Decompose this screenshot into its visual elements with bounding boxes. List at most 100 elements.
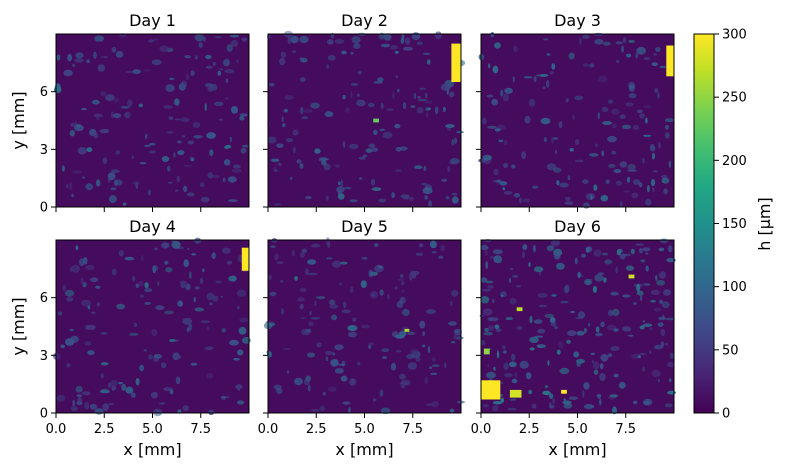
texture-speck [602,41,611,46]
texture-speck [299,163,304,169]
texture-speck [570,310,575,314]
texture-speck [225,78,229,83]
texture-speck [567,175,571,181]
texture-speck [453,137,458,144]
texture-speck [270,158,280,162]
texture-speck [650,179,656,187]
texture-speck [607,99,614,104]
texture-speck [509,267,514,270]
texture-speck [183,259,189,268]
texture-speck [114,179,123,186]
texture-speck [424,100,433,104]
texture-speck [611,150,617,155]
texture-speck [650,299,656,303]
texture-speck [183,185,188,193]
texture-speck [224,69,235,74]
x-tick-label: 0.0 [258,422,279,437]
texture-speck [341,360,346,367]
texture-speck [194,307,205,312]
texture-speck [400,37,405,44]
texture-speck [565,196,571,201]
texture-speck [394,286,398,290]
texture-speck [660,328,666,337]
texture-speck [660,341,665,348]
texture-speck [390,45,398,50]
texture-speck [417,99,428,102]
texture-speck [369,342,374,346]
texture-speck [110,187,117,191]
heatmap-background [268,34,461,207]
texture-speck [667,390,677,395]
texture-speck [153,353,162,359]
texture-speck [85,183,94,191]
texture-speck [96,179,101,187]
texture-speck [72,63,76,68]
texture-speck [484,327,489,332]
texture-speck [582,389,585,398]
texture-speck [204,103,207,112]
texture-speck [223,159,231,166]
texture-speck [551,294,557,297]
texture-speck [205,65,213,70]
texture-speck [438,255,444,259]
texture-speck [221,328,226,333]
texture-speck [656,279,665,286]
texture-speck [612,308,620,317]
texture-speck [652,187,655,192]
texture-speck [318,157,328,162]
texture-speck [601,252,609,256]
height-feature [561,389,567,394]
texture-speck [449,408,455,413]
texture-speck [400,385,406,389]
texture-speck [448,321,457,326]
texture-speck [96,302,100,307]
texture-speck [144,288,153,293]
texture-speck [667,245,673,253]
texture-speck [533,319,543,324]
texture-speck [100,332,108,335]
texture-speck [132,275,135,282]
texture-speck [387,294,390,300]
texture-speck [635,243,645,246]
texture-speck [536,344,546,348]
texture-speck [413,92,417,100]
texture-speck [228,275,237,282]
texture-speck [361,324,370,329]
texture-speck [639,325,645,330]
texture-speck [618,381,626,389]
texture-speck [390,362,397,371]
texture-speck [522,244,528,251]
texture-speck [516,326,523,330]
texture-speck [268,82,275,87]
texture-speck [499,181,508,186]
texture-speck [425,92,428,99]
texture-speck [150,391,158,399]
texture-speck [111,385,117,391]
texture-speck [138,103,143,108]
texture-speck [292,129,299,136]
texture-speck [555,149,558,155]
texture-speck [212,61,216,66]
texture-speck [532,185,539,189]
texture-speck [482,308,493,316]
panel-day-4: Day 4 0.0 2.5 5.0 7.5 0 3 6 x [mm] y [mm] [9,217,251,459]
texture-speck [341,309,351,314]
texture-speck [562,400,572,405]
texture-speck [144,301,151,305]
texture-speck [529,347,535,351]
texture-speck [427,345,431,354]
texture-speck [611,123,617,129]
x-tick-label: 7.5 [402,422,423,437]
texture-speck [494,42,501,49]
texture-speck [66,363,71,368]
texture-speck [91,311,96,314]
texture-speck [658,316,667,321]
texture-speck [240,147,247,154]
texture-speck [87,305,91,310]
texture-speck [143,69,152,72]
texture-speck [348,143,359,150]
texture-speck [509,398,517,401]
texture-speck [454,328,462,336]
texture-speck [511,164,516,169]
texture-speck [492,404,499,412]
